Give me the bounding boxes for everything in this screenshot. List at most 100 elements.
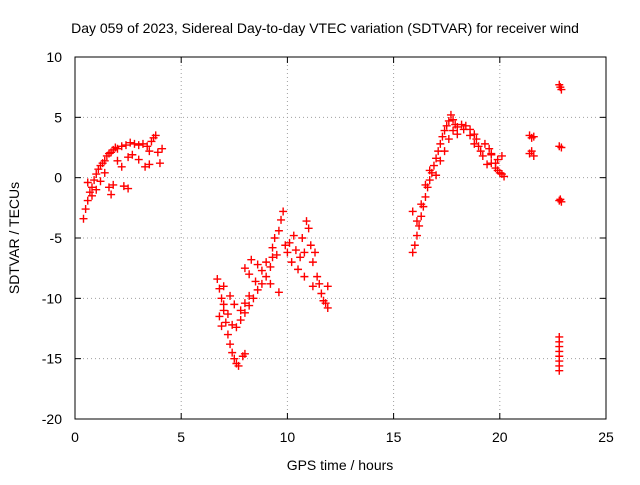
data-point (304, 224, 313, 233)
data-point (408, 248, 417, 257)
data-point (251, 277, 260, 286)
data-point (417, 212, 426, 221)
data-point (487, 150, 496, 159)
x-tick-label: 10 (280, 429, 296, 445)
data-point (141, 162, 150, 171)
data-point (247, 255, 256, 264)
data-point (238, 352, 247, 361)
data-point (497, 151, 506, 160)
data-point (442, 121, 451, 130)
data-point (266, 279, 275, 288)
data-point (272, 250, 281, 259)
y-tick-label: 10 (46, 49, 62, 65)
data-point (527, 147, 536, 156)
data-point (556, 83, 565, 92)
data-point (96, 177, 105, 186)
data-point (83, 196, 92, 205)
data-point (221, 318, 230, 327)
data-point (485, 144, 494, 153)
data-point (113, 156, 122, 165)
data-point (444, 135, 453, 144)
data-point (234, 361, 243, 370)
data-point (219, 300, 228, 309)
data-point (100, 168, 109, 177)
data-point (100, 156, 109, 165)
data-point (453, 122, 462, 131)
data-point (119, 182, 128, 191)
data-point (408, 207, 417, 216)
data-point (283, 248, 292, 257)
data-point (321, 299, 330, 308)
y-tick-label: -20 (42, 411, 62, 427)
data-point (555, 366, 564, 375)
data-point (130, 139, 139, 148)
data-point (236, 306, 245, 315)
data-point (240, 264, 249, 273)
y-tick-label: -15 (42, 351, 62, 367)
data-point (240, 308, 249, 317)
data-point (145, 147, 154, 156)
data-point (87, 191, 96, 200)
data-point (470, 130, 479, 139)
data-point (410, 241, 419, 250)
data-point (245, 270, 254, 279)
data-point (285, 238, 294, 247)
data-point (245, 301, 254, 310)
data-point (79, 214, 88, 223)
x-tick-label: 5 (177, 429, 185, 445)
data-point (245, 291, 254, 300)
data-point (500, 172, 509, 181)
plot-frame (74, 56, 607, 420)
x-tick-label: 15 (386, 429, 402, 445)
data-point (90, 176, 99, 185)
data-point (311, 248, 320, 257)
data-point (219, 282, 228, 291)
data-point (228, 348, 237, 357)
data-point (155, 159, 164, 168)
data-point (476, 147, 485, 156)
data-point (308, 258, 317, 267)
data-point (226, 291, 235, 300)
series-segment-1 (79, 131, 167, 223)
data-point (230, 354, 239, 363)
data-point (240, 299, 249, 308)
data-point (556, 195, 565, 204)
data-point (134, 155, 143, 164)
data-point (249, 294, 258, 303)
tick-layer: 0 5 10 15 20 25 -20 -15 -10 -5 0 5 10 (42, 49, 614, 445)
data-point (472, 135, 481, 144)
data-point (300, 272, 309, 281)
data-point (470, 139, 479, 148)
data-point (124, 153, 133, 162)
data-point (478, 151, 487, 160)
data-point (421, 192, 430, 201)
x-tick-label: 25 (598, 429, 614, 445)
chart-title: Day 059 of 2023, Sidereal Day-to-day VTE… (71, 20, 579, 36)
data-point (412, 231, 421, 240)
data-point (262, 258, 271, 267)
data-point (228, 320, 237, 329)
data-point (223, 330, 232, 339)
data-point (313, 272, 322, 281)
data-point (81, 205, 90, 214)
data-point (87, 183, 96, 192)
data-point (483, 160, 492, 169)
data-point (145, 160, 154, 169)
data-point (236, 316, 245, 325)
grid-layer (75, 57, 606, 419)
data-point (306, 241, 315, 250)
y-tick-label: 0 (54, 170, 62, 186)
data-point (436, 139, 445, 148)
data-point (429, 161, 438, 170)
data-point (457, 120, 466, 129)
data-point (153, 148, 162, 157)
data-point (449, 115, 458, 124)
data-point (113, 144, 122, 153)
data-point (323, 282, 332, 291)
data-point (300, 248, 309, 257)
data-point (232, 323, 241, 332)
data-point (449, 126, 458, 135)
y-tick-label: 5 (54, 109, 62, 125)
data-point (270, 234, 279, 242)
